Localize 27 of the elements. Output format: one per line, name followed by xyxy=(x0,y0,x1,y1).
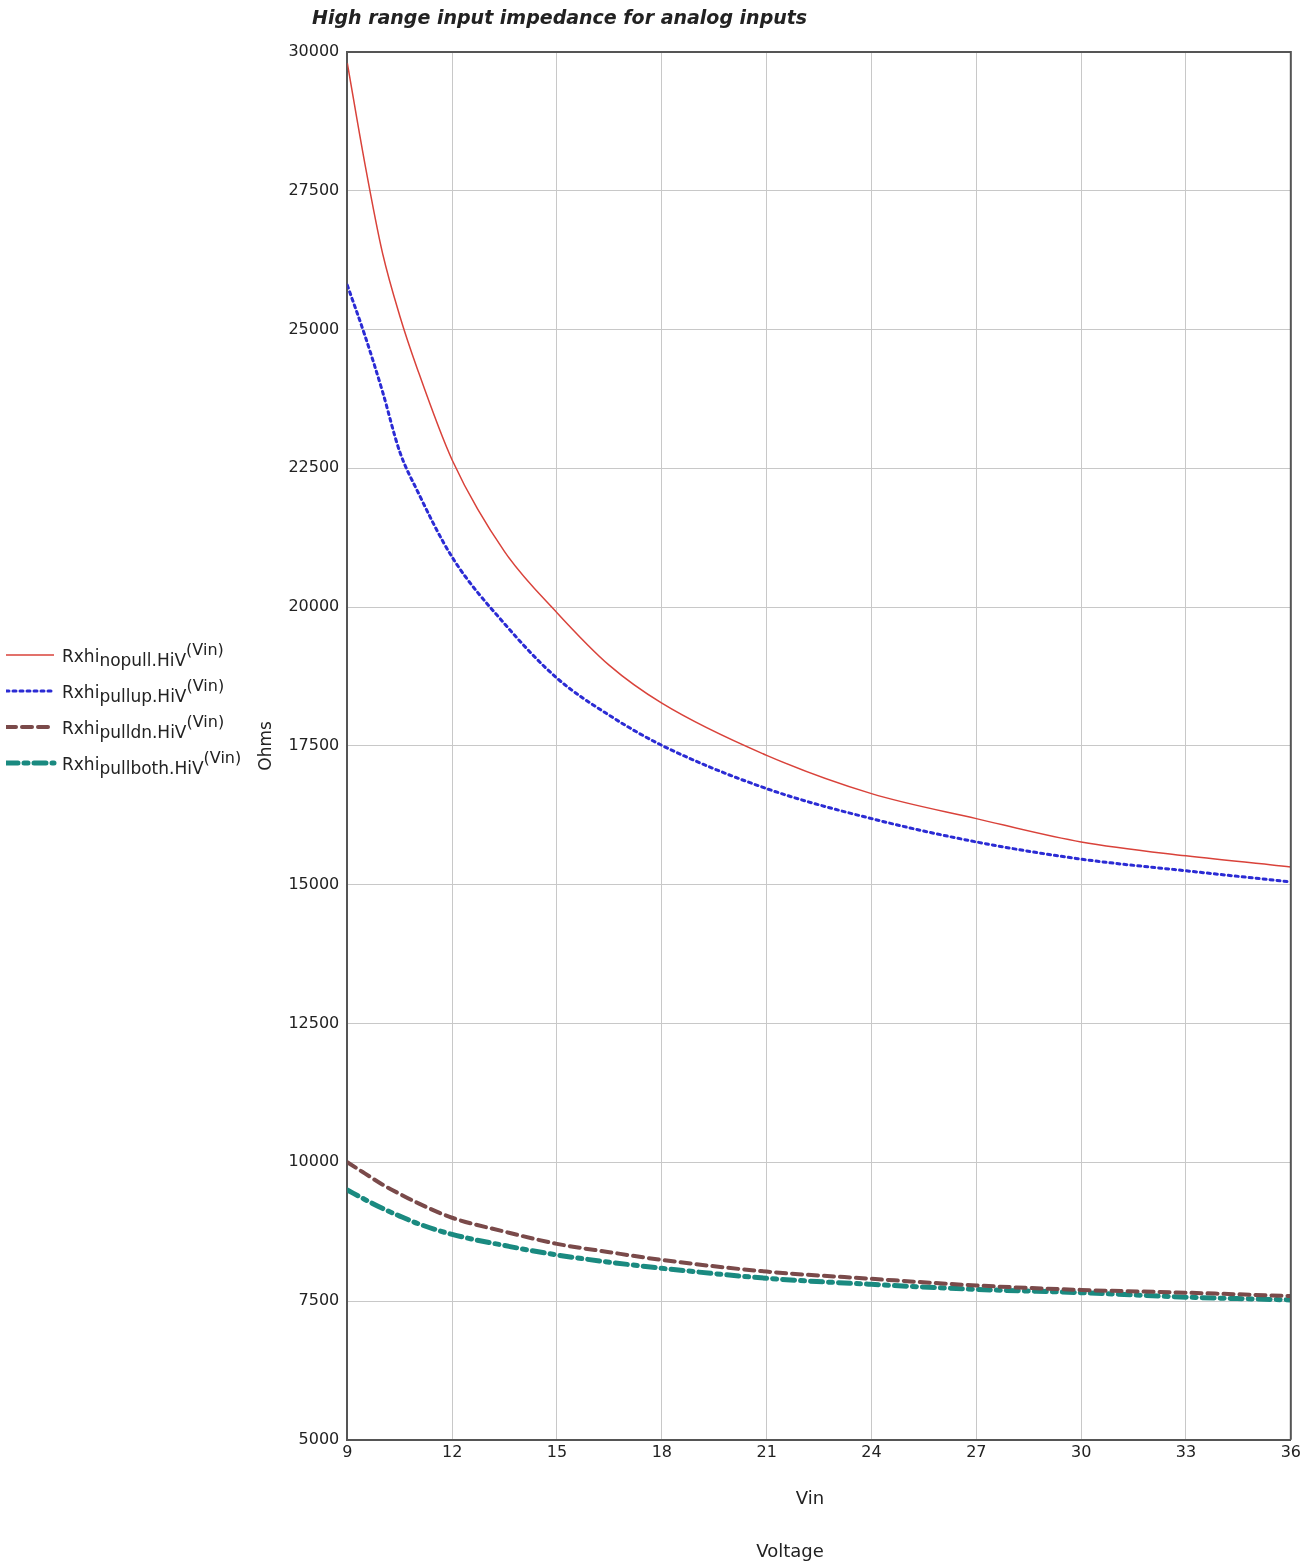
text: Voltage xyxy=(755,1540,825,1561)
chart-title: High range input impedance for analog inputs xyxy=(312,6,808,28)
y-tick-label: 30000 xyxy=(288,41,340,61)
x-tick-label: 18 xyxy=(651,1441,672,1461)
y-tick-label: 10000 xyxy=(288,1151,340,1171)
y-axis-title: Ohms xyxy=(254,720,275,771)
y-tick-label: 17500 xyxy=(288,735,340,755)
y-tick-label: 12500 xyxy=(288,1012,340,1032)
x-tick-label: 30 xyxy=(1070,1441,1092,1461)
x-tick-label: 24 xyxy=(861,1441,882,1461)
x-tick-label: 33 xyxy=(1175,1441,1197,1461)
y-tick-label: 7500 xyxy=(298,1290,340,1310)
x-tick-label: 12 xyxy=(441,1441,463,1461)
x-tick-label: 9 xyxy=(342,1441,353,1461)
x-tick-label: 21 xyxy=(756,1441,777,1461)
y-tick-label: 25000 xyxy=(288,318,340,338)
y-tick-label: 15000 xyxy=(288,873,340,893)
y-tick-label: 20000 xyxy=(288,596,340,616)
y-tick-label: 27500 xyxy=(288,179,340,199)
x-tick-label: 27 xyxy=(966,1441,987,1461)
line-series xyxy=(347,283,1291,884)
y-tick-label: 22500 xyxy=(288,457,340,477)
x-tick-label: 15 xyxy=(546,1441,568,1461)
y-tick-label: 5000 xyxy=(298,1428,340,1448)
line-series xyxy=(347,1160,1291,1299)
x-tick-label: 36 xyxy=(1280,1441,1301,1461)
x-axis-title: Vin xyxy=(794,1487,826,1508)
